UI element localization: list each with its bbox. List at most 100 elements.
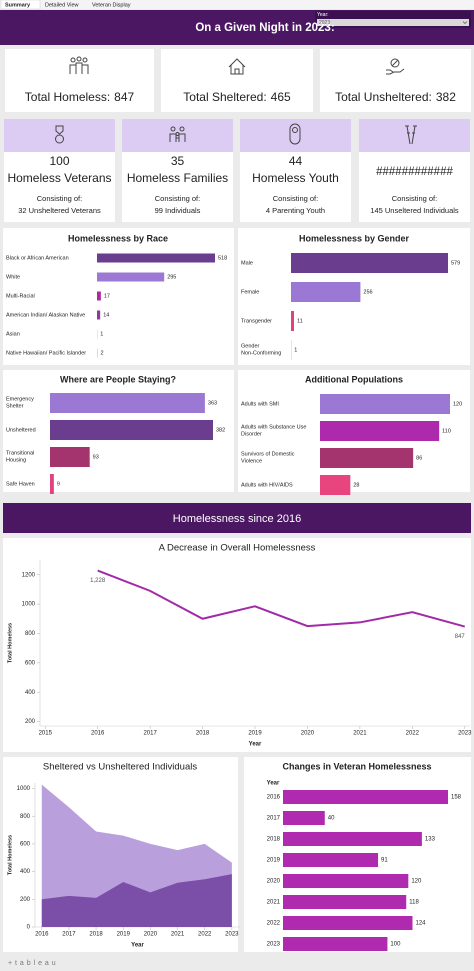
category-label: Unsheltered	[6, 427, 36, 433]
card-label: Homeless Families	[127, 171, 228, 185]
area	[41, 874, 232, 927]
card-sub: Consisting of:	[392, 194, 437, 203]
bar	[320, 394, 450, 414]
category-label: 2022	[267, 921, 281, 927]
bar	[97, 291, 101, 301]
bar	[97, 272, 165, 282]
value-label: 100	[390, 942, 401, 948]
dropdown-arrow[interactable]	[462, 21, 468, 24]
bar	[283, 937, 388, 951]
category-label: Transgender	[241, 318, 272, 324]
card-detail: 4 Parenting Youth	[266, 206, 325, 215]
data-label: 1,228	[90, 578, 106, 584]
category-label: Survivors of Domestic Violence	[241, 452, 296, 465]
value-label: 120	[411, 879, 422, 885]
hand-coin-icon	[386, 58, 405, 75]
tab[interactable]: Veteran Display	[92, 2, 131, 8]
category-label: Black or African American	[6, 255, 69, 261]
y-tick-label: 200	[25, 719, 36, 725]
x-tick-label: 2023	[225, 932, 239, 938]
bar	[97, 310, 101, 320]
category-label: 2018	[267, 837, 281, 843]
bar	[283, 895, 407, 909]
card-sub: Consisting of:	[37, 194, 82, 203]
kpi-text: Total Unsheltered: 382	[335, 90, 456, 104]
filter-value[interactable]: 2023	[319, 20, 330, 26]
filter-label: Year:	[317, 12, 329, 18]
category-label: American Indian/ Alaskan Native	[6, 312, 85, 318]
bar	[97, 253, 215, 263]
chart-box	[3, 538, 471, 752]
bar	[283, 916, 413, 930]
category-label: Emergency Shelter	[6, 397, 35, 410]
category-label: 2016	[267, 795, 281, 801]
chart-title: Sheltered vs Unsheltered Individuals	[43, 762, 197, 773]
line	[97, 569, 466, 628]
value-label: 382	[216, 427, 225, 433]
card-sub: Consisting of:	[155, 194, 200, 203]
y-axis-title: Total Homeless	[7, 623, 13, 663]
category-label: Adults with Substance Use Disorder	[241, 425, 308, 438]
chart-title: Additional Populations	[305, 374, 403, 384]
category-label: 2019	[267, 858, 281, 864]
card-header	[359, 119, 470, 152]
card-detail: 145 Unseltered Individuals	[370, 206, 459, 215]
category-label: Asian	[6, 331, 20, 337]
category-label: Safe Haven	[6, 481, 35, 487]
family-icon	[169, 126, 186, 142]
baby-icon	[289, 123, 301, 145]
section-title: Homelessness since 2016	[173, 513, 301, 525]
tab[interactable]: Summary	[5, 2, 31, 8]
x-tick-label: 2021	[171, 932, 185, 938]
tab[interactable]: Detailed View	[45, 2, 79, 8]
value-label: 133	[425, 837, 436, 843]
filter-dropdown[interactable]	[317, 19, 469, 26]
bar	[320, 421, 440, 441]
bar	[320, 475, 351, 495]
kpi-label: Total Homeless:	[25, 90, 110, 104]
chart-title: Changes in Veteran Homelessness	[282, 761, 431, 771]
x-tick-label: 2016	[35, 932, 49, 938]
bar	[283, 874, 409, 888]
value-label: 28	[353, 482, 359, 488]
value-label: 518	[218, 255, 227, 261]
category-label: 2020	[267, 879, 281, 885]
category-label: Adults with HIV/AIDS	[241, 482, 293, 488]
value-label: 118	[409, 900, 419, 906]
x-tick-label: 2022	[406, 731, 420, 737]
value-label: 158	[451, 795, 462, 801]
value-label: 40	[328, 816, 335, 822]
kpi-value: 465	[271, 90, 291, 104]
value-label: 110	[442, 428, 451, 434]
card-detail: 32 Unsheltered Veterans	[18, 206, 101, 215]
card-number: 100	[49, 154, 69, 168]
value-label: 579	[451, 260, 460, 266]
card-body	[4, 152, 115, 222]
y-tick-label: 1200	[22, 572, 36, 578]
card-body	[240, 152, 351, 222]
category-label: Multi-Racial	[6, 293, 35, 299]
category-label: Male	[241, 260, 253, 266]
bar	[50, 393, 205, 413]
footer-logo: + t a b l e a u	[8, 960, 56, 967]
y-tick-label: 600	[20, 842, 31, 848]
category-label: Gender Non-Conforming	[241, 344, 281, 357]
value-label: 11	[297, 318, 303, 324]
category-label: 2023	[267, 942, 281, 948]
chart-title: Where are People Staying?	[60, 374, 176, 384]
kpi-label: Total Sheltered:	[183, 90, 266, 104]
x-axis-title: Year	[249, 742, 262, 748]
value-label: 9	[57, 481, 60, 487]
x-tick-label: 2020	[144, 932, 158, 938]
value-label: 2	[100, 350, 103, 356]
tab-bar	[0, 0, 474, 9]
bar	[50, 420, 213, 440]
card-sub: Consisting of:	[273, 194, 318, 203]
x-tick-label: 2022	[198, 932, 212, 938]
x-axis-title: Year	[131, 943, 144, 949]
x-tick-label: 2015	[39, 731, 53, 737]
category-label: 2017	[267, 816, 281, 822]
bar	[283, 790, 448, 804]
value-label: 17	[104, 293, 110, 299]
card-detail: 99 Individuals	[155, 206, 201, 215]
